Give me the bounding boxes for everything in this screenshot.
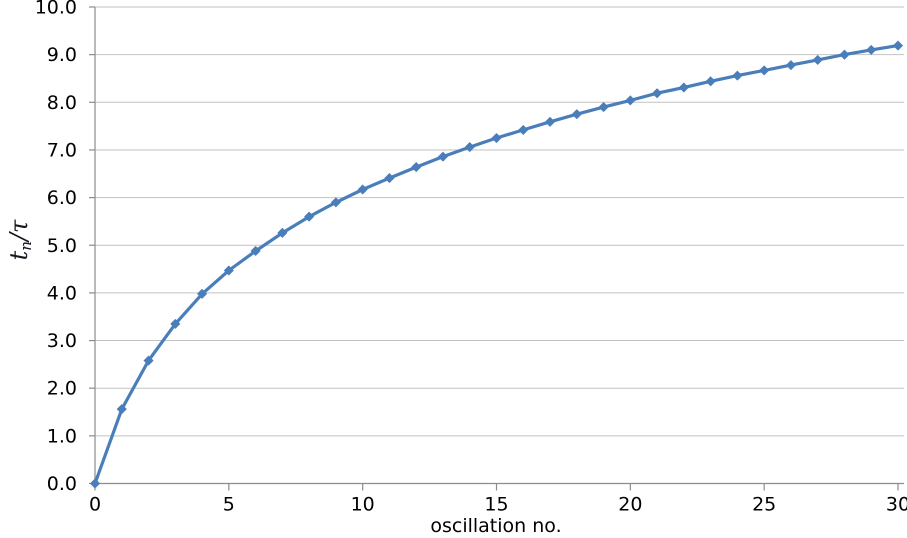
y-tick-label: 0.0 bbox=[47, 473, 77, 495]
data-point-marker bbox=[839, 49, 850, 60]
y-tick-label: 3.0 bbox=[47, 330, 77, 352]
data-point-marker bbox=[678, 82, 690, 93]
y-axis-title-rest: /τ bbox=[5, 219, 33, 242]
axes-layer bbox=[89, 6, 904, 491]
data-point-marker bbox=[143, 355, 154, 366]
data-point-marker bbox=[892, 40, 904, 51]
y-axis-title-base: t bbox=[5, 250, 33, 261]
data-point-marker bbox=[223, 265, 234, 276]
y-tick-label: 4.0 bbox=[47, 282, 77, 304]
x-tick-label: 0 bbox=[89, 494, 101, 516]
y-axis-title: tn/τ bbox=[5, 194, 35, 286]
data-point-marker bbox=[598, 101, 609, 113]
data-point-marker bbox=[705, 76, 716, 87]
x-tick-label: 20 bbox=[618, 494, 642, 516]
y-axis-title-subscript: n bbox=[17, 241, 35, 251]
data-point-marker bbox=[437, 151, 449, 162]
data-series-line bbox=[93, 43, 900, 486]
gridlines-layer bbox=[95, 6, 904, 484]
data-point-marker bbox=[89, 478, 101, 489]
data-point-marker bbox=[116, 404, 127, 415]
data-point-marker bbox=[196, 288, 208, 300]
y-tick-label: 9.0 bbox=[47, 44, 77, 66]
data-point-marker bbox=[357, 184, 368, 195]
data-point-marker bbox=[170, 318, 181, 330]
x-tick-label: 10 bbox=[351, 494, 375, 516]
y-tick-label: 2.0 bbox=[47, 378, 77, 400]
data-point-marker bbox=[544, 116, 556, 127]
data-point-marker bbox=[464, 141, 475, 153]
y-tick-label: 6.0 bbox=[47, 187, 77, 209]
data-point-marker bbox=[250, 245, 261, 257]
data-point-marker bbox=[866, 44, 877, 56]
data-series-layer bbox=[89, 40, 904, 489]
data-point-marker bbox=[571, 109, 582, 120]
data-point-marker bbox=[812, 54, 823, 66]
tick-labels-layer: 0.0 1.0 2.0 3.0 4.0 5.0 6.0 7.0 8.0 9.0 10.0 0 5 10 15… bbox=[35, 0, 907, 516]
x-tick-label: 5 bbox=[223, 494, 235, 516]
data-point-marker bbox=[759, 65, 770, 76]
x-tick-label: 30 bbox=[886, 494, 907, 516]
y-tick-label: 5.0 bbox=[47, 235, 77, 257]
data-point-marker bbox=[411, 161, 422, 173]
y-tick-label: 10.0 bbox=[35, 0, 77, 19]
x-tick-label: 15 bbox=[484, 494, 508, 516]
data-point-marker bbox=[303, 211, 315, 222]
data-point-marker bbox=[384, 172, 395, 184]
data-point-marker bbox=[625, 95, 636, 106]
x-axis-title: oscillation no. bbox=[430, 515, 561, 537]
x-tick-label: 25 bbox=[752, 494, 776, 516]
data-point-marker bbox=[651, 88, 663, 99]
y-tick-label: 1.0 bbox=[47, 425, 77, 447]
data-point-marker bbox=[330, 197, 342, 208]
data-point-marker bbox=[732, 70, 743, 81]
y-tick-label: 8.0 bbox=[47, 92, 77, 114]
data-point-marker bbox=[277, 227, 288, 239]
y-tick-label: 7.0 bbox=[47, 139, 77, 161]
data-point-marker bbox=[491, 132, 502, 144]
data-point-marker bbox=[785, 59, 797, 71]
data-point-marker bbox=[518, 124, 529, 136]
